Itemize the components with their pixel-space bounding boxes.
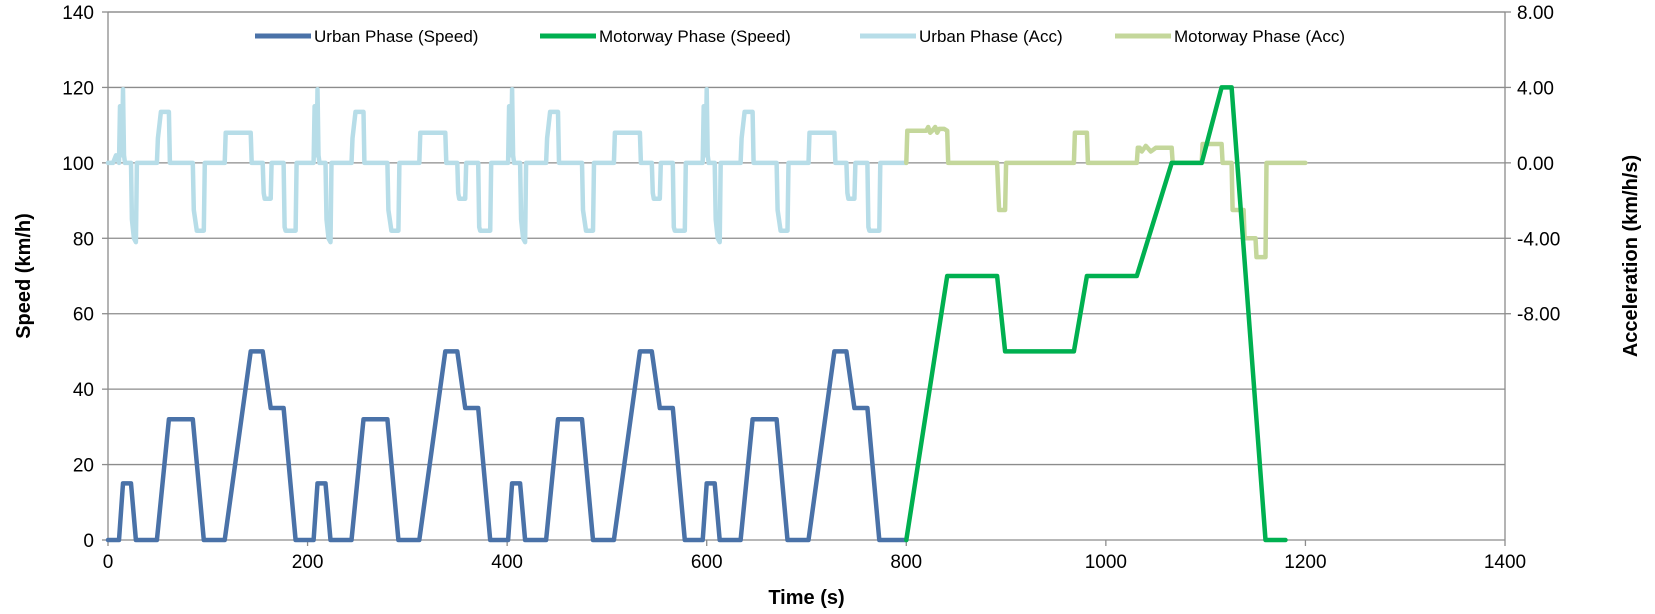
y-tick-label: 80 [73,229,94,250]
y2-tick-label: 4.00 [1517,78,1554,99]
x-tick-label: 200 [292,552,324,573]
legend-label: Urban Phase (Acc) [919,27,1063,46]
x-tick-label: 1000 [1085,552,1127,573]
series-line-3 [105,87,909,245]
legend: Urban Phase (Speed) Motorway Phase (Speed… [255,27,1345,46]
y-axis-title: Speed (km/h) [13,213,35,339]
y2-tick-label: -4.00 [1517,229,1560,250]
x-tick-label: 0 [103,552,114,573]
x-tick-label: 1200 [1284,552,1326,573]
series-line-4 [904,124,1308,260]
y-tick-label: 0 [83,531,94,552]
y-tick-label: 140 [62,3,94,24]
tick-labels: 0 20 40 60 80 100 120 140 8.00 4.00 0.00 -4.00 -8.00… [62,3,1560,573]
axes [102,11,1511,546]
y2-tick-label: 8.00 [1517,3,1554,24]
x-tick-label: 1400 [1484,552,1526,573]
x-tick-label: 800 [890,552,922,573]
y-tick-label: 20 [73,456,94,477]
y-tick-label: 60 [73,305,94,326]
y-tick-label: 40 [73,380,94,401]
gridlines [108,11,1505,466]
y-tick-label: 100 [62,154,94,175]
x-axis-title: Time (s) [768,587,844,609]
legend-label: Urban Phase (Speed) [314,27,478,46]
y2-tick-label: 0.00 [1517,154,1554,175]
legend-label: Motorway Phase (Acc) [1174,27,1345,46]
series-line-1 [105,349,909,543]
y-tick-label: 120 [62,78,94,99]
series-line-2 [904,85,1288,543]
x-tick-label: 400 [491,552,523,573]
x-tick-label: 600 [691,552,723,573]
series-lines [105,85,1308,543]
legend-label: Motorway Phase (Speed) [599,27,791,46]
y2-tick-label: -8.00 [1517,305,1560,326]
y2-axis-title: Acceleration (km/h/s) [1620,155,1642,357]
